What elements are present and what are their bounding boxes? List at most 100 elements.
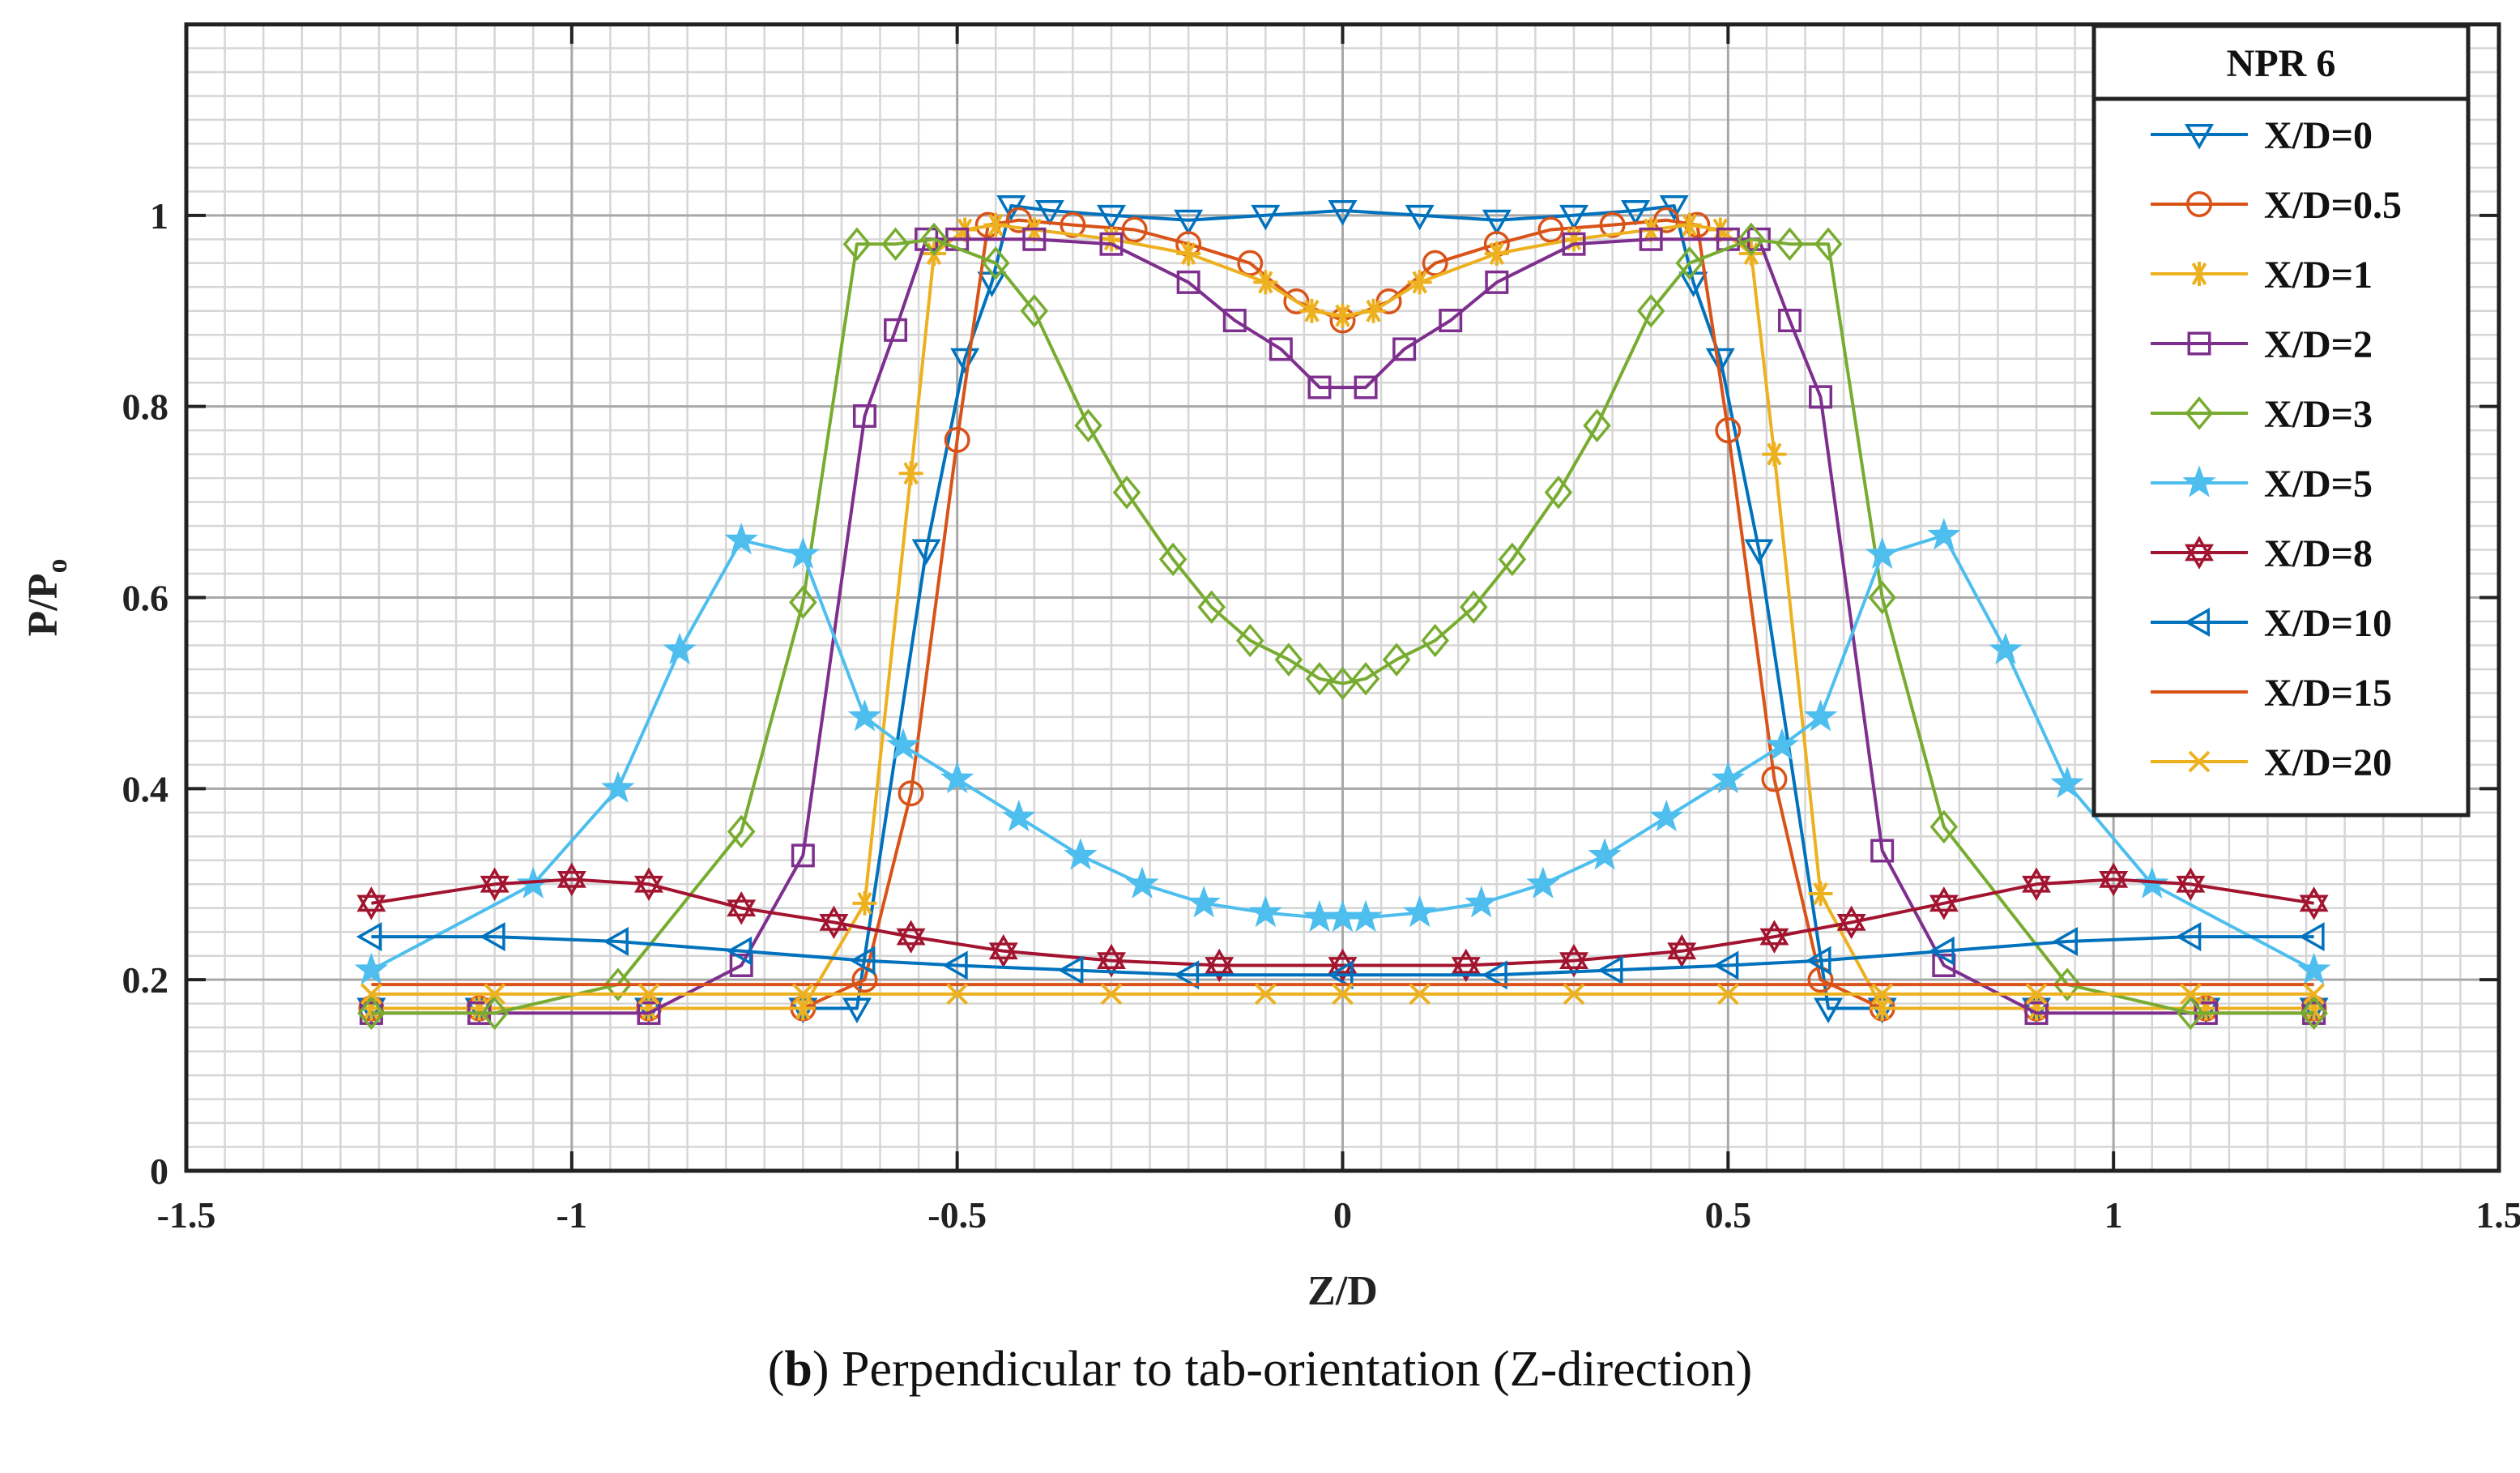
data-point xyxy=(1526,866,1560,899)
data-point xyxy=(1558,204,1589,231)
data-point xyxy=(1254,983,1277,1005)
data-point xyxy=(1814,227,1843,261)
legend-marker xyxy=(2185,396,2214,430)
data-point xyxy=(1649,799,1683,832)
data-point xyxy=(946,983,969,1005)
data-point xyxy=(1305,661,1334,696)
data-point xyxy=(1814,997,1844,1024)
data-point xyxy=(1100,983,1123,1005)
data-point xyxy=(1187,886,1221,918)
legend-marker xyxy=(2187,262,2211,286)
data-point xyxy=(1482,209,1512,236)
y-tick-label: 1 xyxy=(150,195,168,237)
data-point xyxy=(637,983,660,1005)
data-point xyxy=(791,983,814,1005)
legend-label: X/D=0 xyxy=(2264,114,2373,157)
y-axis-label-sub: o xyxy=(41,559,73,574)
data-point xyxy=(603,926,629,957)
data-point xyxy=(791,843,815,868)
data-point xyxy=(2175,922,2202,952)
data-point xyxy=(354,952,389,984)
data-point xyxy=(1361,298,1386,323)
legend-marker xyxy=(2184,607,2210,638)
data-point xyxy=(884,318,908,342)
caption-open-paren: ( xyxy=(767,1342,785,1397)
legend-label: X/D=8 xyxy=(2264,532,2373,575)
data-point xyxy=(1197,590,1226,625)
data-point xyxy=(1927,518,1961,550)
caption-text: Perpendicular to tab-orientation (Z-dire… xyxy=(829,1342,1753,1397)
data-point xyxy=(942,950,968,980)
data-point xyxy=(603,967,633,1001)
data-point xyxy=(1251,204,1281,231)
x-tick-label: 1.5 xyxy=(2475,1194,2520,1236)
data-point xyxy=(1439,309,1463,333)
data-point xyxy=(842,227,872,261)
y-axis-label-main: P/P xyxy=(20,574,66,637)
data-point xyxy=(1354,375,1378,399)
data-point xyxy=(1677,212,1702,237)
data-point xyxy=(1222,309,1247,333)
data-point xyxy=(2024,996,2049,1021)
data-point xyxy=(1803,699,1838,732)
data-point xyxy=(1351,661,1380,696)
data-point xyxy=(1667,934,1697,968)
data-point xyxy=(1060,211,1086,238)
data-point xyxy=(842,997,872,1024)
data-point xyxy=(1712,950,1739,980)
data-point xyxy=(1097,943,1126,978)
data-point xyxy=(1402,894,1437,928)
data-point xyxy=(1989,632,2023,664)
data-point xyxy=(1236,623,1264,658)
data-point xyxy=(1451,948,1481,983)
legend-entry: X/D=3 xyxy=(2151,393,2373,436)
data-point xyxy=(1868,580,1896,615)
data-point xyxy=(1870,996,1895,1021)
data-point xyxy=(1253,270,1278,295)
series-line xyxy=(371,935,2314,977)
data-point xyxy=(1307,375,1332,399)
legend-entry: X/D=2 xyxy=(2151,323,2373,366)
data-point xyxy=(2299,886,2329,920)
data-point xyxy=(819,905,849,940)
x-tick-label: -1 xyxy=(556,1194,587,1236)
legend-entry: X/D=1 xyxy=(2151,254,2373,297)
legend-title: NPR 6 xyxy=(2227,42,2336,85)
data-point xyxy=(356,922,382,952)
data-point xyxy=(1405,204,1435,231)
data-point xyxy=(852,403,876,428)
data-point xyxy=(2022,867,2051,901)
data-point xyxy=(1328,199,1358,226)
data-point xyxy=(1675,246,1704,280)
legend-marker xyxy=(2188,750,2211,773)
data-point xyxy=(1112,476,1141,510)
data-point xyxy=(2099,862,2129,897)
series-X/D=20 xyxy=(360,983,2326,1005)
series-X/D=5 xyxy=(354,518,2331,984)
data-point xyxy=(1022,227,1047,251)
data-point xyxy=(1836,905,1866,940)
series-line xyxy=(371,237,2314,1015)
data-point xyxy=(1562,232,1586,256)
data-point xyxy=(1482,960,1507,990)
data-point xyxy=(634,867,663,901)
data-point xyxy=(1034,199,1064,226)
data-point xyxy=(1205,948,1234,983)
legend-marker xyxy=(2186,191,2212,217)
data-point xyxy=(1074,408,1102,442)
data-point xyxy=(1484,241,1509,266)
data-point xyxy=(1537,216,1564,243)
data-point xyxy=(1158,542,1188,577)
data-point xyxy=(480,922,505,952)
data-point xyxy=(1173,960,1200,990)
data-point xyxy=(950,348,980,374)
data-point xyxy=(2299,922,2325,952)
data-point xyxy=(724,523,758,555)
data-point xyxy=(601,771,635,803)
series-line xyxy=(371,877,2314,967)
data-point xyxy=(1776,227,1804,261)
data-point xyxy=(2177,996,2205,1031)
data-point xyxy=(1808,882,1833,907)
data-point xyxy=(2052,926,2079,957)
